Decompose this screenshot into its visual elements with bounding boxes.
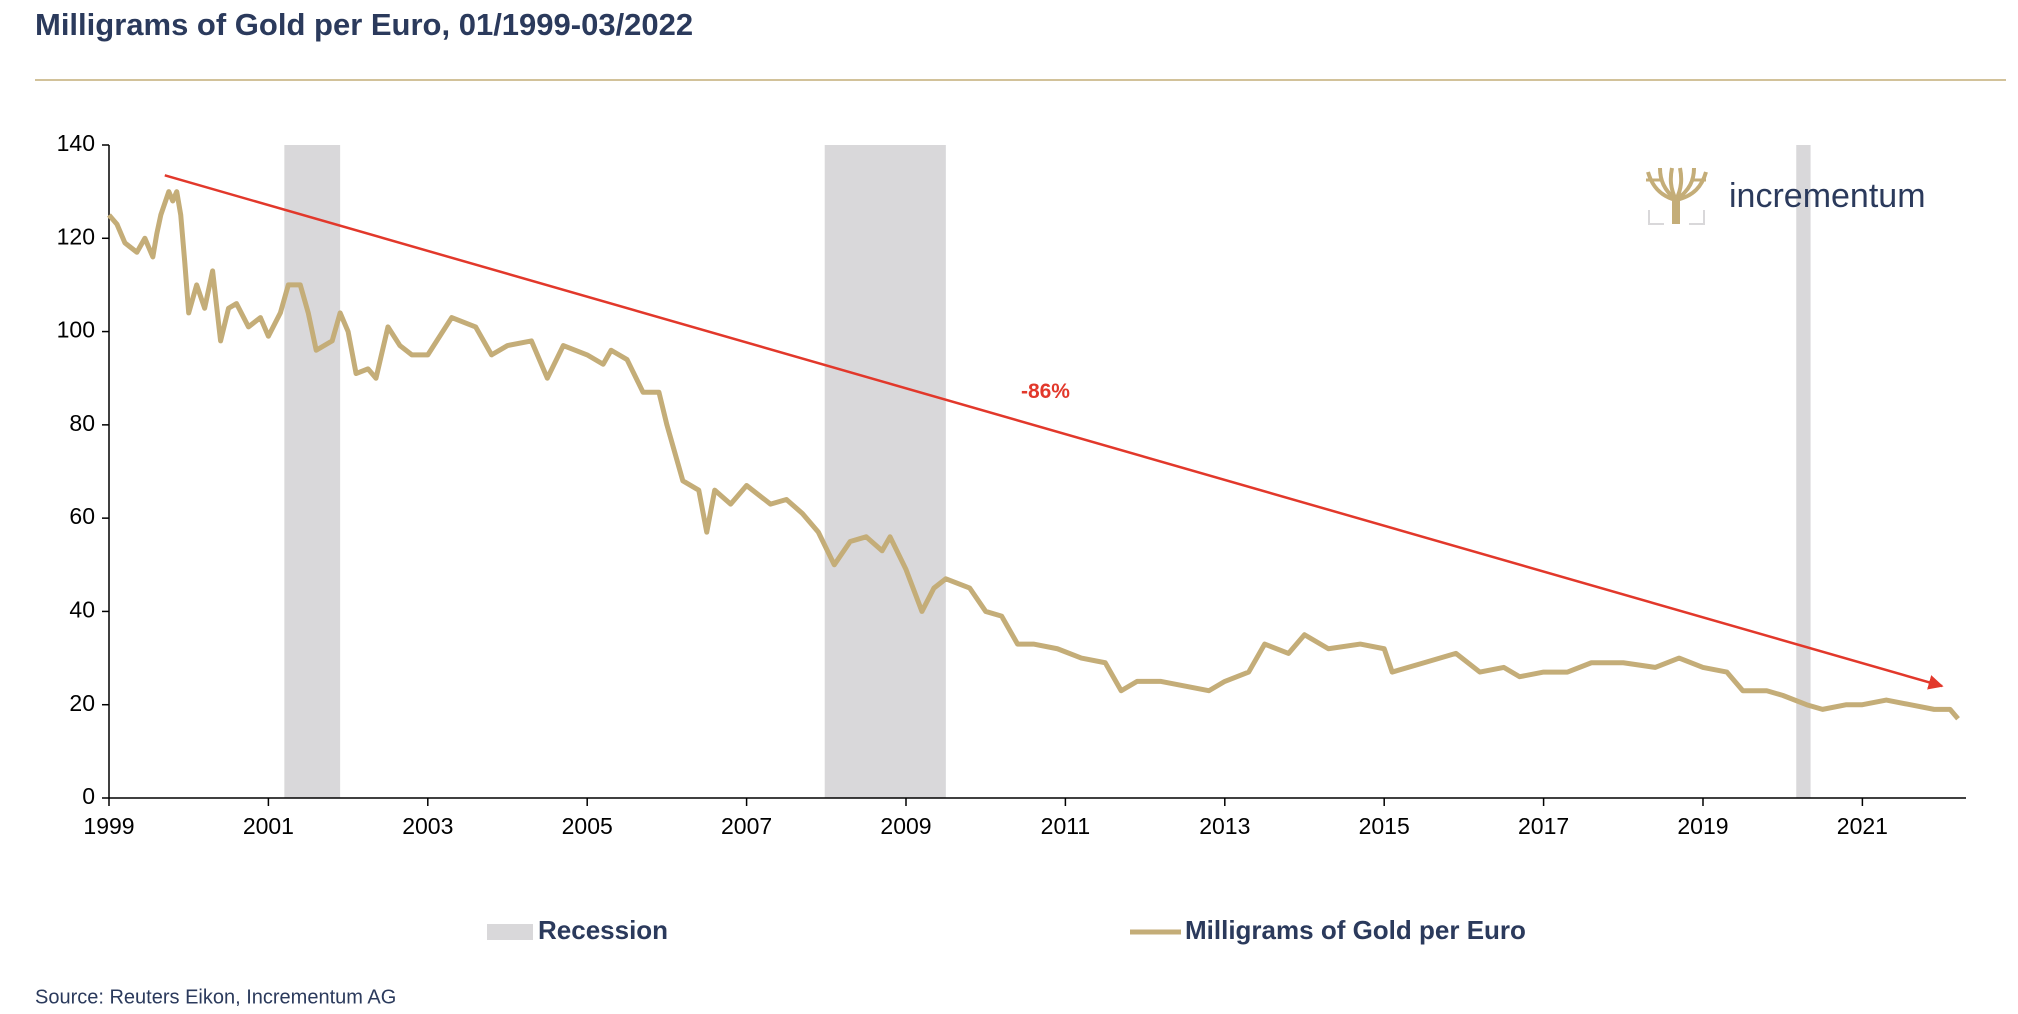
annotation: -86% (1021, 380, 1070, 403)
x-tick-label: 2009 (880, 813, 931, 839)
x-tick-label: 2013 (1199, 813, 1250, 839)
x-tick-label: 2017 (1518, 813, 1569, 839)
series-line (107, 189, 1960, 721)
y-tick-label: 140 (57, 130, 95, 156)
legend-swatch (487, 924, 533, 940)
y-tick-label: 100 (57, 317, 95, 343)
logo-text: incrementum (1729, 177, 1926, 215)
x-tick-label: 2019 (1677, 813, 1728, 839)
recession-band (284, 145, 341, 798)
legend-label: Recession (538, 915, 668, 945)
y-tick-label: 80 (69, 410, 95, 436)
y-tick-label: 60 (69, 503, 95, 529)
recession-band (824, 145, 946, 798)
x-tick-label: 2011 (1041, 813, 1090, 839)
x-tick-label: 2005 (562, 813, 613, 839)
y-tick-label: 120 (57, 223, 95, 249)
recession-band (1796, 145, 1811, 798)
source-note: Source: Reuters Eikon, Incrementum AG (35, 986, 396, 1008)
y-tick-label: 40 (69, 597, 95, 623)
legend-label: Milligrams of Gold per Euro (1185, 915, 1526, 945)
x-tick-label: 2003 (402, 813, 453, 839)
x-tick-label: 2007 (721, 813, 772, 839)
x-tick-label: 2015 (1359, 813, 1410, 839)
x-tick-label: 2021 (1837, 813, 1888, 839)
y-tick-label: 20 (69, 690, 95, 716)
y-tick-label: 0 (82, 783, 95, 809)
x-tick-label: 2001 (243, 813, 294, 839)
x-tick-label: 1999 (83, 813, 134, 839)
logo: incrementum (1646, 167, 1926, 225)
chart-title: Milligrams of Gold per Euro, 01/1999-03/… (35, 7, 693, 42)
trend-arrow (164, 174, 1944, 690)
